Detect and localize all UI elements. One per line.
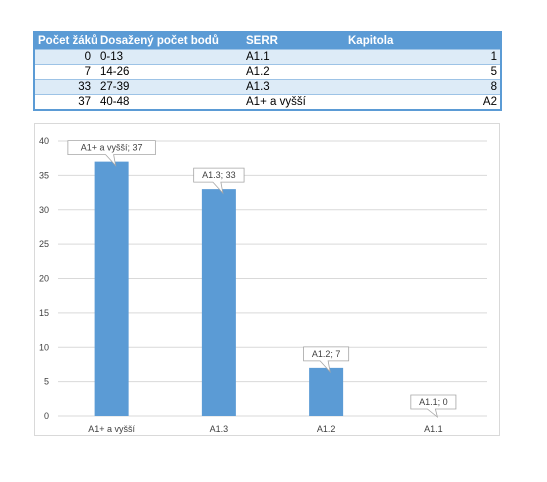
x-tick-label: A1+ a vyšší [88, 424, 135, 434]
cell-body: 40-48 [97, 94, 243, 110]
y-tick-label: 10 [39, 342, 49, 352]
table-header-row: Počet žáků Dosažený počet bodů SERR Kapi… [34, 32, 501, 50]
data-label-callout [303, 346, 350, 374]
bar [309, 367, 344, 416]
data-label: A1+ a vyšší; 37 [81, 143, 143, 153]
table-row: 0 0-13 A1.1 1 [34, 49, 501, 65]
y-tick-label: 30 [39, 205, 49, 215]
cell-serr: A1.2 [243, 64, 345, 80]
data-label-callout [67, 140, 156, 167]
y-tick-label: 0 [44, 411, 49, 421]
cell-pocet-zaku: 33 [34, 79, 97, 95]
bar [94, 161, 129, 416]
x-tick-label: A1.3 [210, 424, 229, 434]
data-label: A1.3; 33 [202, 170, 236, 180]
cell-pocet-zaku: 7 [34, 64, 97, 80]
y-tick-label: 40 [39, 136, 49, 146]
table-row: 37 40-48 A1+ a vyšší A2 [34, 94, 501, 110]
y-tick-label: 25 [39, 239, 49, 249]
data-label-callout [410, 394, 457, 419]
header-dosazeny-pocet-bodu: Dosažený počet bodů [97, 32, 243, 50]
cell-pocet-zaku: 37 [34, 94, 97, 110]
cell-serr: A1.3 [243, 79, 345, 95]
header-serr: SERR [243, 32, 345, 50]
x-tick-label: A1.1 [424, 424, 443, 434]
cell-body: 14-26 [97, 64, 243, 80]
data-label-callout [193, 167, 245, 195]
y-tick-label: 5 [44, 377, 49, 387]
data-label: A1.1; 0 [419, 397, 448, 407]
bar-chart: 0 5 10 15 20 25 30 35 40 A1+ a vyšší A1+ a vyšší; … [39, 136, 487, 434]
x-tick-label: A1.2 [317, 424, 336, 434]
header-pocet-zaku: Počet žáků [34, 32, 97, 50]
cell-kapitola: 1 [345, 49, 501, 65]
y-tick-label: 35 [39, 170, 49, 180]
cell-kapitola: A2 [345, 94, 501, 110]
bar [201, 189, 236, 416]
chart-frame: 0 5 10 15 20 25 30 35 40 A1+ a vyšší A1+ a vyšší; … [34, 123, 500, 436]
header-kapitola: Kapitola [345, 32, 501, 50]
table-row: 33 27-39 A1.3 8 [34, 79, 501, 95]
cell-pocet-zaku: 0 [34, 49, 97, 65]
score-table: Počet žáků Dosažený počet bodů SERR Kapi… [33, 31, 502, 111]
cell-serr: A1.1 [243, 49, 345, 65]
cell-body: 27-39 [97, 79, 243, 95]
data-label: A1.2; 7 [312, 349, 341, 359]
table-row: 7 14-26 A1.2 5 [34, 64, 501, 80]
y-tick-label: 20 [39, 274, 49, 284]
cell-serr: A1+ a vyšší [243, 94, 345, 110]
cell-body: 0-13 [97, 49, 243, 65]
y-tick-label: 15 [39, 308, 49, 318]
cell-kapitola: 8 [345, 79, 501, 95]
cell-kapitola: 5 [345, 64, 501, 80]
